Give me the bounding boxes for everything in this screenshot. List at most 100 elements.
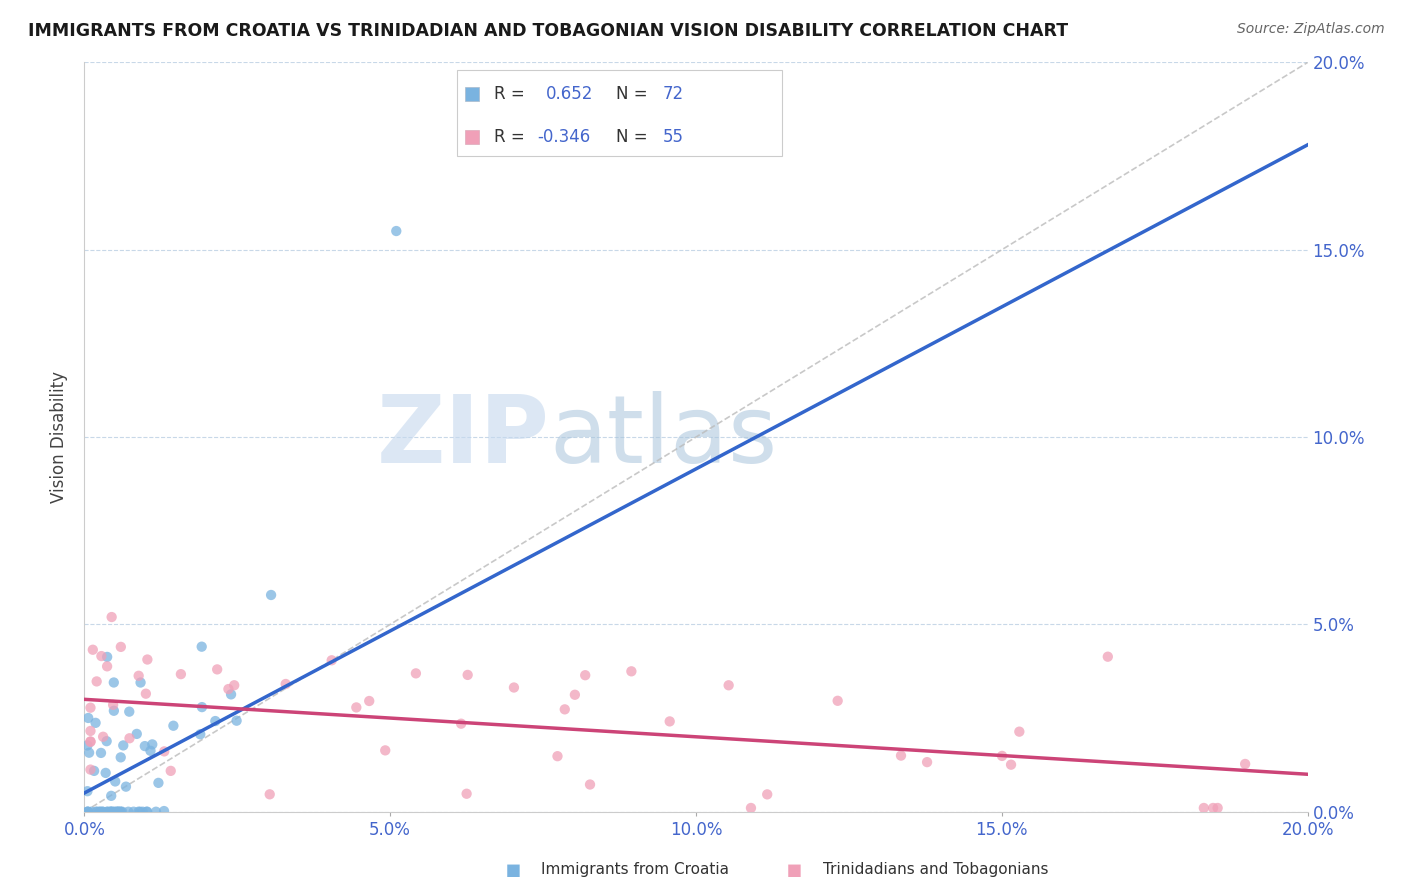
Point [100,805,122,819]
Point [91,730,114,744]
Point [1192,801,1215,815]
Point [90,746,112,760]
Point [84,805,107,819]
Point [103,805,125,819]
Point [80,805,103,819]
Point [827,694,849,708]
Text: ▪: ▪ [505,858,522,881]
Point [136,652,159,666]
Point [359,694,381,708]
Point [86,674,108,689]
Point [145,805,167,819]
Point [96,649,118,664]
Point [188,727,211,741]
Text: IMMIGRANTS FROM CROATIA VS TRINIDADIAN AND TOBAGONIAN VISION DISABILITY CORRELAT: IMMIGRANTS FROM CROATIA VS TRINIDADIAN A… [28,22,1069,40]
Point [260,588,283,602]
Point [128,669,150,683]
Point [103,675,125,690]
Text: ▪: ▪ [786,858,803,881]
Point [107,805,129,819]
Text: 72: 72 [664,85,685,103]
Point [76,805,98,819]
Text: Source: ZipAtlas.com: Source: ZipAtlas.com [1237,22,1385,37]
Point [100,805,122,819]
Point [77,746,100,760]
Point [89,805,111,819]
Point [110,640,132,654]
Point [100,805,122,819]
Point [118,731,141,746]
Point [129,805,152,819]
Point [79,723,101,738]
Point [135,687,157,701]
Point [139,744,162,758]
Text: N =: N = [616,128,654,146]
Point [190,640,212,654]
Point [117,805,139,819]
Point [658,714,681,729]
Point [96,734,118,748]
Point [219,687,242,701]
Point [574,668,596,682]
Point [77,805,100,819]
Point [111,805,134,819]
Point [79,700,101,714]
Point [112,739,135,753]
FancyBboxPatch shape [457,70,782,156]
Point [217,681,239,696]
Point [374,743,396,757]
Point [125,727,148,741]
Text: Immigrants from Croatia: Immigrants from Croatia [541,863,730,877]
Point [1000,757,1022,772]
Point [77,711,100,725]
Point [118,705,141,719]
Point [170,667,193,681]
Point [1008,724,1031,739]
Point [86,805,108,819]
Y-axis label: Vision Disability: Vision Disability [51,371,69,503]
Text: Trinidadians and Tobagonians: Trinidadians and Tobagonians [823,863,1047,877]
Point [717,678,740,692]
Point [100,789,122,803]
Text: R =: R = [494,85,530,103]
Point [129,675,152,690]
Point [620,665,643,679]
Point [457,668,479,682]
Point [141,738,163,752]
Point [83,764,105,778]
Point [79,735,101,749]
Point [191,700,214,714]
Text: atlas: atlas [550,391,778,483]
Text: ZIP: ZIP [377,391,550,483]
Point [107,805,129,819]
Point [84,715,107,730]
Point [105,805,128,819]
Point [405,666,427,681]
Point [1234,756,1257,771]
Point [115,780,138,794]
Point [205,662,228,676]
Text: -0.346: -0.346 [537,128,591,146]
Point [148,776,170,790]
Point [103,704,125,718]
Point [274,677,297,691]
Point [456,787,478,801]
Point [547,749,569,764]
Point [225,714,247,728]
Point [101,698,124,712]
Point [1097,649,1119,664]
Point [756,788,779,802]
Point [82,642,104,657]
Point [97,805,120,819]
Point [344,700,367,714]
Point [76,805,98,819]
Point [79,763,101,777]
Point [104,774,127,789]
Point [321,653,343,667]
Point [91,805,114,819]
Point [96,805,118,819]
Point [991,748,1014,763]
Point [153,744,176,758]
Point [134,739,156,753]
Point [554,702,576,716]
